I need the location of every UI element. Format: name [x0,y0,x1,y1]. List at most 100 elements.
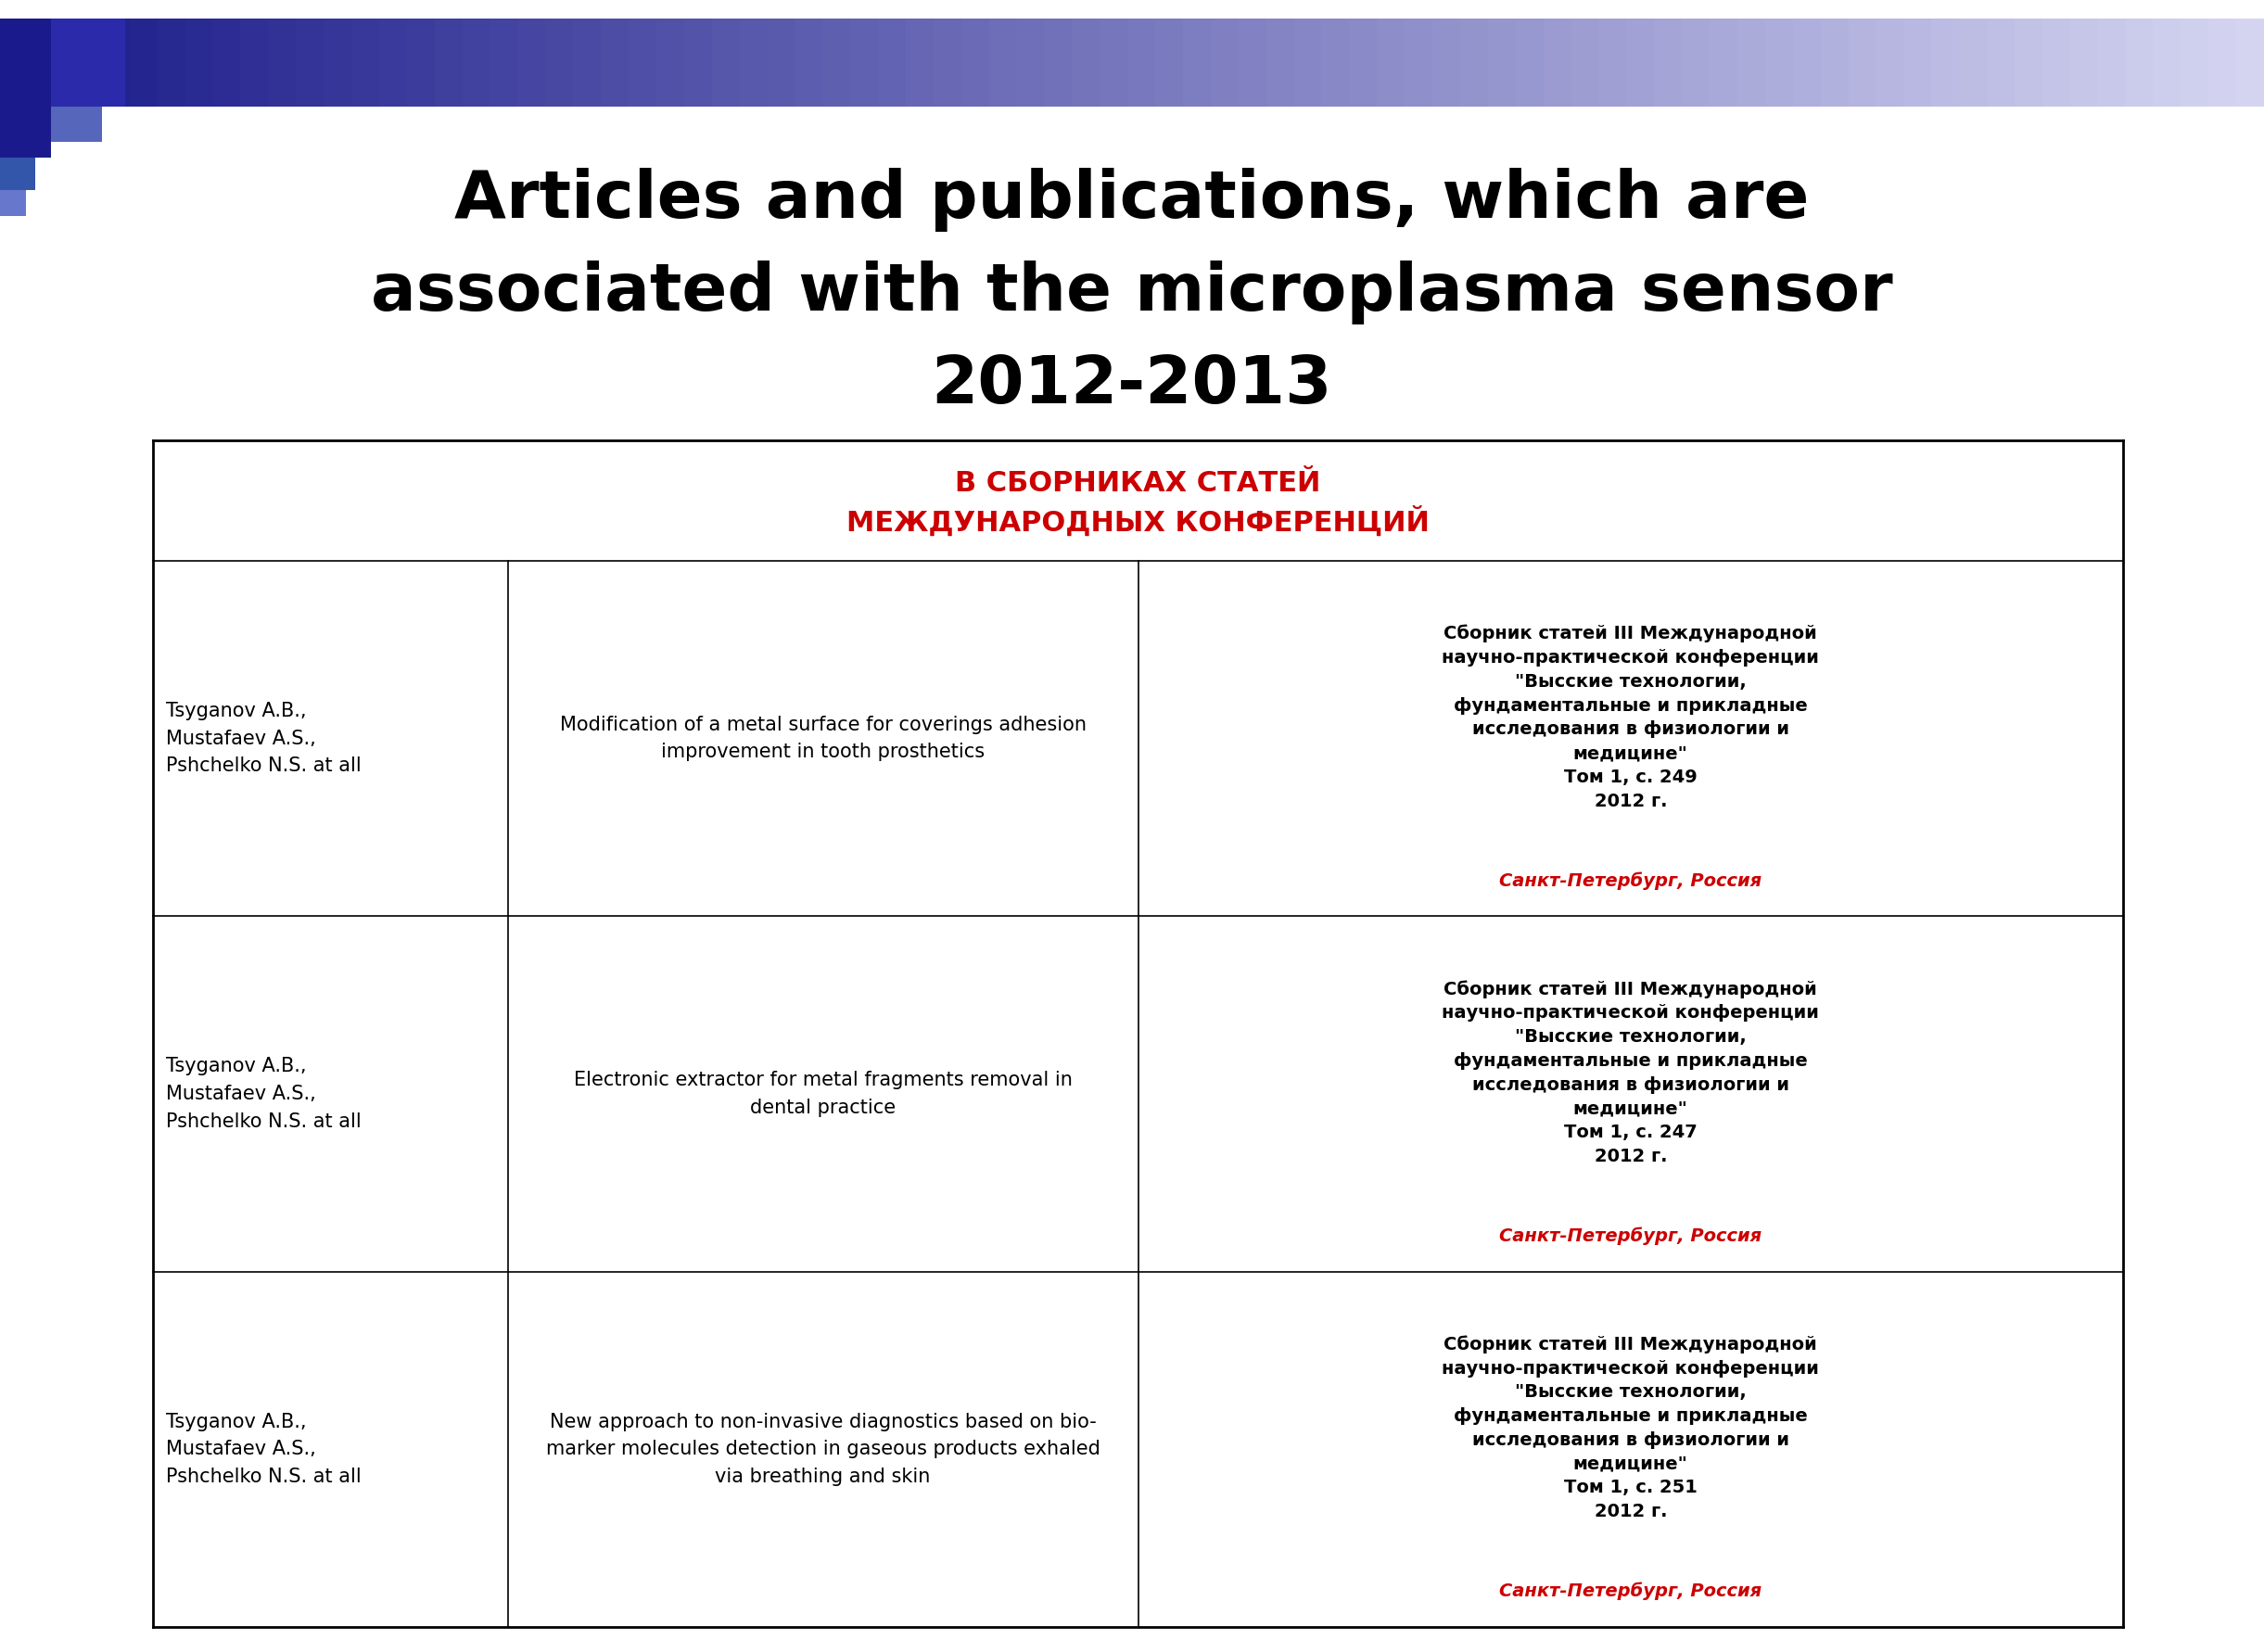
Bar [154,441,2124,1627]
Bar [1433,18,1460,107]
Bar [213,18,240,107]
Bar [0,157,36,190]
Bar [546,18,573,107]
Bar [1293,18,1322,107]
Text: Сборник статей III Международной
научно-практической конференции
"Высские технол: Сборник статей III Международной научно-… [1442,624,1820,809]
Bar [1544,18,1571,107]
Bar [878,18,906,107]
Bar [2237,18,2264,107]
Bar [962,18,989,107]
Text: Electronic extractor for metal fragments removal in
dental practice: Electronic extractor for metal fragments… [573,1070,1073,1117]
Bar [186,18,213,107]
Bar [52,107,102,142]
Bar [156,18,186,107]
Bar [822,18,851,107]
Text: 2012-2013: 2012-2013 [931,354,1333,416]
Bar [1877,18,1904,107]
Bar [1211,18,1238,107]
Text: Санкт-Петербург, Россия: Санкт-Петербург, Россия [1499,872,1761,890]
Bar [2042,18,2069,107]
Bar [435,18,462,107]
Bar [240,18,267,107]
Bar [1238,18,1266,107]
Bar [1460,18,1487,107]
Bar [1820,18,1847,107]
Bar [767,18,795,107]
Bar [684,18,711,107]
Bar [267,18,297,107]
Bar [1571,18,1598,107]
Bar [711,18,740,107]
Bar [629,18,657,107]
Bar [1073,18,1100,107]
Text: Сборник статей III Международной
научно-практической конференции
"Высские технол: Сборник статей III Международной научно-… [1442,980,1820,1165]
Bar [600,18,629,107]
Bar [1017,18,1044,107]
Bar [2099,18,2126,107]
Bar [1515,18,1544,107]
Bar [75,18,102,107]
Text: МЕЖДУНАРОДНЫХ КОНФЕРЕНЦИЙ: МЕЖДУНАРОДНЫХ КОНФЕРЕНЦИЙ [847,506,1429,537]
Bar [1847,18,1877,107]
Text: associated with the microplasma sensor: associated with the microplasma sensor [371,259,1893,324]
Bar [1377,18,1404,107]
Bar [1182,18,1211,107]
Text: Сборник статей III Международной
научно-практической конференции
"Высские технол: Сборник статей III Международной научно-… [1442,1335,1820,1520]
Bar [1598,18,1626,107]
Bar [1349,18,1377,107]
Bar [45,18,75,107]
Bar [989,18,1017,107]
Text: Articles and publications, which are: Articles and publications, which are [455,167,1809,231]
Bar [1155,18,1182,107]
Text: Tsyganov A.B.,
Mustafaev A.S.,
Pshchelko N.S. at all: Tsyganov A.B., Mustafaev A.S., Pshchelko… [165,1057,362,1130]
Bar [0,190,25,216]
Bar [1655,18,1682,107]
Bar [795,18,822,107]
Bar [378,18,408,107]
Bar [933,18,962,107]
Bar [2069,18,2099,107]
Text: Санкт-Петербург, Россия: Санкт-Петербург, Россия [1499,1583,1761,1601]
Text: Modification of a metal surface for coverings adhesion
improvement in tooth pros: Modification of a metal surface for cove… [559,715,1087,762]
Bar [906,18,933,107]
Bar [351,18,378,107]
Bar [1127,18,1155,107]
Bar [2210,18,2237,107]
Bar [1709,18,1736,107]
Bar [102,18,129,107]
Text: В СБОРНИКАХ СТАТЕЙ: В СБОРНИКАХ СТАТЕЙ [955,471,1320,497]
Bar [408,18,435,107]
Bar [1682,18,1709,107]
Bar [1266,18,1293,107]
Bar [2015,18,2042,107]
Bar [489,18,518,107]
Text: Санкт-Петербург, Россия: Санкт-Петербург, Россия [1499,1227,1761,1246]
Bar [740,18,767,107]
Bar [1044,18,1073,107]
Bar [1766,18,1793,107]
Bar [1487,18,1515,107]
Bar [1100,18,1127,107]
Bar [1958,18,1988,107]
Bar [1404,18,1433,107]
Bar [1626,18,1655,107]
Bar [129,18,156,107]
Bar [0,107,52,157]
Bar [1931,18,1958,107]
Bar [518,18,546,107]
Bar [1793,18,1820,107]
Bar [851,18,878,107]
Bar [2153,18,2180,107]
Text: Tsyganov A.B.,
Mustafaev A.S.,
Pshchelko N.S. at all: Tsyganov A.B., Mustafaev A.S., Pshchelko… [165,1412,362,1487]
Bar [1322,18,1349,107]
Text: New approach to non-invasive diagnostics based on bio-
marker molecules detectio: New approach to non-invasive diagnostics… [546,1412,1100,1487]
Bar [657,18,684,107]
Bar [1988,18,2015,107]
Text: Tsyganov A.B.,
Mustafaev A.S.,
Pshchelko N.S. at all: Tsyganov A.B., Mustafaev A.S., Pshchelko… [165,702,362,775]
Bar [324,18,351,107]
Bar [1736,18,1766,107]
Bar [2180,18,2210,107]
Bar [52,18,125,107]
Bar [1904,18,1931,107]
Bar [462,18,489,107]
